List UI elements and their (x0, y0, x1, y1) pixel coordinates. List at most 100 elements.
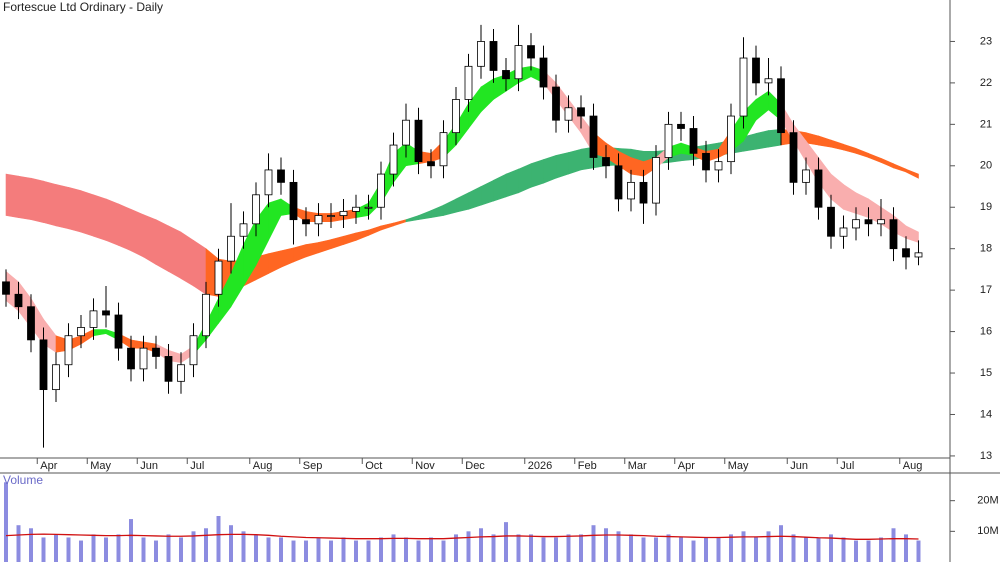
volume-bar (841, 537, 846, 562)
volume-bar (791, 534, 796, 562)
x-tick-label: Jun (790, 460, 808, 472)
x-tick-label: Nov (415, 460, 435, 472)
candle-body (214, 260, 223, 295)
candle-body (877, 219, 885, 225)
ribbon-segment (755, 130, 769, 150)
volume-bar (516, 534, 521, 562)
candle-body (364, 206, 373, 209)
volume-bar (466, 531, 471, 562)
candle-body (439, 132, 448, 167)
x-tick-label: Apr (40, 460, 57, 472)
x-tick-label: Apr (678, 460, 695, 472)
volume-bar (129, 519, 133, 562)
ribbon-segment (55, 184, 69, 230)
candle-body (39, 339, 48, 391)
volume-bar (54, 534, 58, 562)
volume-bar (416, 540, 421, 562)
volume-bar (266, 537, 271, 562)
volume-bar (41, 537, 46, 562)
x-tick-label: Aug (903, 460, 923, 472)
volume-bar (241, 531, 246, 562)
candle-body (514, 45, 523, 80)
candle-body (752, 57, 760, 84)
x-tick-label: Oct (365, 460, 382, 472)
candle-body (589, 115, 598, 158)
candle-body (464, 65, 473, 100)
chart-title: Fortescue Ltd Ordinary - Daily (3, 0, 163, 14)
volume-panel: 10M 20M (4, 482, 999, 562)
volume-bar (316, 537, 321, 562)
volume-bar (79, 540, 83, 562)
candle-body (314, 215, 323, 225)
volume-bar (766, 531, 771, 562)
volume-bar (666, 534, 671, 562)
candle-body (889, 219, 898, 250)
candle-body (714, 161, 723, 171)
ribbon-segment (43, 180, 57, 227)
candle-body (414, 119, 423, 163)
price-panel: 13 14 15 16 17 18 19 20 21 22 23 Apr May Jun Jul Aug Sep… (2, 24, 992, 472)
volume-bar (866, 540, 871, 562)
x-tick-label: Jun (140, 460, 158, 472)
y-tick-label: 15 (980, 367, 992, 379)
volume-bar (279, 537, 283, 562)
volume-bar (304, 540, 308, 562)
volume-bar (179, 537, 183, 562)
candle-body (914, 252, 923, 258)
candle-body (64, 335, 73, 366)
volume-bar (804, 537, 808, 562)
candle-body (839, 227, 848, 237)
candle-body (739, 57, 748, 117)
volume-bar (716, 537, 721, 562)
candle-body (339, 210, 348, 216)
candle-body (477, 41, 485, 67)
candle-body (189, 335, 198, 366)
candle-body (227, 235, 235, 262)
volume-bar (704, 537, 708, 562)
volume-bar (504, 522, 508, 562)
volume-bar (491, 534, 496, 562)
candle-body (202, 293, 210, 337)
y-tick-label: 20 (980, 160, 992, 172)
ribbon-segment (68, 186, 82, 233)
ribbon-segment (30, 177, 44, 223)
candle-body (139, 347, 148, 370)
candle-body (14, 293, 23, 308)
volume-bar (829, 534, 833, 562)
volume-bar (616, 531, 621, 562)
volume-bar (454, 534, 458, 562)
volume-bar (4, 482, 8, 562)
volume-bar (104, 537, 108, 562)
volume-bar (154, 540, 158, 562)
candle-body (577, 107, 585, 117)
volume-bar (816, 537, 821, 562)
volume-bar (679, 537, 683, 562)
y-tick-label: 19 (980, 201, 992, 213)
volume-bar (579, 534, 583, 562)
candle-body (664, 123, 673, 158)
candle-body (377, 173, 385, 208)
x-tick-label: Aug (253, 460, 273, 472)
volume-bar (116, 534, 121, 562)
candle-body (677, 123, 685, 129)
volume-bar (566, 534, 571, 562)
ribbon-segment (905, 168, 919, 179)
volume-bar (854, 540, 858, 562)
ribbon-segment (155, 219, 169, 272)
ribbon-segment (80, 190, 94, 237)
y-tick-label: 10M (977, 525, 998, 537)
ribbon-segment (130, 208, 144, 258)
x-tick-label: Jul (190, 460, 204, 472)
candle-body (264, 169, 273, 196)
ribbon-segment (543, 155, 557, 184)
candle-body (452, 99, 460, 134)
volume-bar (654, 537, 658, 562)
volume-bar (141, 537, 146, 562)
candle-body (852, 219, 860, 229)
volume-bar (691, 540, 696, 562)
volume-bar (441, 540, 446, 562)
ribbon-segment (143, 214, 157, 265)
candle-body (389, 144, 398, 175)
volume-bar (404, 537, 408, 562)
